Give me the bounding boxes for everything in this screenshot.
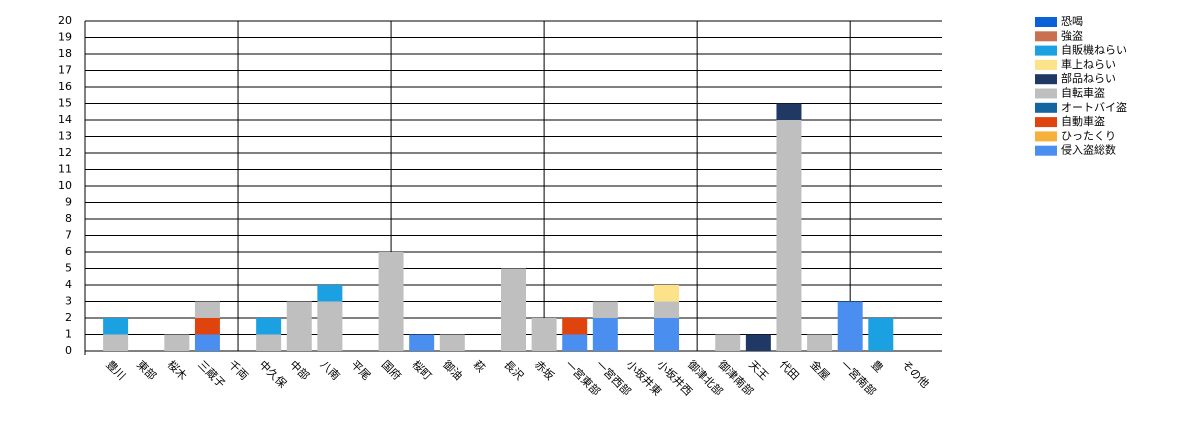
bar-segment bbox=[745, 334, 771, 351]
x-tick-label: その他 bbox=[899, 358, 932, 391]
y-tick-label: 8 bbox=[65, 212, 72, 225]
x-tick-label: 御油 bbox=[440, 357, 465, 382]
x-tick-label: 千両 bbox=[226, 358, 251, 383]
bar-segment bbox=[256, 334, 282, 351]
legend-label: 自動車盗 bbox=[1061, 114, 1105, 128]
legend-swatch bbox=[1035, 74, 1057, 85]
bar-segment bbox=[807, 334, 833, 351]
bar-segment bbox=[868, 318, 894, 351]
legend-swatch bbox=[1035, 88, 1057, 99]
legend-label: 部品ねらい bbox=[1061, 71, 1116, 85]
y-tick-label: 6 bbox=[65, 245, 72, 258]
bar-segment bbox=[256, 318, 282, 335]
y-tick-label: 0 bbox=[65, 344, 72, 357]
x-tick-label: 国府 bbox=[379, 357, 404, 382]
y-tick-label: 10 bbox=[58, 179, 72, 192]
x-tick-label: 萩 bbox=[471, 358, 488, 375]
legend-swatch bbox=[1035, 145, 1057, 156]
bar-segment bbox=[439, 334, 465, 351]
y-tick-label: 16 bbox=[58, 80, 72, 93]
bar-segment bbox=[562, 334, 588, 351]
legend-label: 車上ねらい bbox=[1061, 57, 1116, 71]
legend-swatch bbox=[1035, 117, 1057, 128]
bar-segment bbox=[501, 268, 526, 351]
bar-segment bbox=[378, 252, 404, 351]
bar-segment bbox=[837, 301, 863, 351]
x-tick-label: 豊 bbox=[869, 358, 886, 375]
bar-segment bbox=[317, 301, 343, 351]
legend-label: 恐喝 bbox=[1061, 15, 1083, 28]
x-tick-label: 赤坂 bbox=[532, 358, 557, 383]
y-tick-label: 4 bbox=[65, 278, 72, 291]
y-tick-label: 1 bbox=[65, 328, 72, 341]
bar-segment bbox=[592, 301, 618, 318]
x-tick-label: 三蔵子 bbox=[195, 358, 228, 391]
legend-label: 強盗 bbox=[1061, 29, 1083, 42]
bar-segment bbox=[317, 285, 343, 302]
y-tick-label: 3 bbox=[65, 295, 72, 308]
x-tick-label: 天王 bbox=[746, 358, 771, 383]
legend-swatch bbox=[1035, 31, 1057, 42]
y-tick-label: 17 bbox=[58, 64, 72, 77]
y-tick-label: 11 bbox=[58, 163, 72, 176]
y-tick-label: 14 bbox=[58, 113, 72, 126]
legend-swatch bbox=[1035, 59, 1057, 70]
bar-segment bbox=[776, 120, 802, 351]
y-tick-label: 9 bbox=[65, 196, 72, 209]
legend-label: 自転車盗 bbox=[1061, 86, 1105, 100]
x-tick-label: 長沢 bbox=[501, 357, 526, 382]
bar-segment bbox=[654, 318, 680, 351]
x-tick-label: 代田 bbox=[777, 358, 802, 383]
bar-segment bbox=[164, 334, 190, 351]
x-tick-label: 桜木 bbox=[165, 357, 190, 382]
legend-swatch bbox=[1035, 131, 1057, 142]
legend-swatch bbox=[1035, 17, 1057, 27]
y-tick-label: 20 bbox=[58, 14, 72, 27]
legend-swatch bbox=[1035, 102, 1057, 113]
bar-segment bbox=[776, 103, 802, 120]
bar-segment bbox=[654, 285, 680, 302]
x-tick-label: 東部 bbox=[134, 357, 159, 382]
bar-segment bbox=[194, 318, 220, 335]
x-tick-label: 金屋 bbox=[807, 357, 832, 382]
x-tick-label: 中部 bbox=[287, 357, 312, 382]
y-tick-label: 13 bbox=[58, 130, 72, 143]
y-tick-label: 12 bbox=[58, 146, 72, 159]
bar-segment bbox=[286, 301, 312, 351]
bar-segment bbox=[531, 318, 557, 351]
y-tick-label: 2 bbox=[65, 311, 72, 324]
bar-segment bbox=[562, 318, 588, 335]
y-tick-label: 7 bbox=[65, 229, 72, 242]
legend-label: ひったくり bbox=[1061, 129, 1116, 142]
bar-segment bbox=[592, 318, 618, 351]
y-tick-label: 5 bbox=[65, 262, 72, 275]
x-tick-label: 中久保 bbox=[256, 357, 289, 390]
bar-segment bbox=[654, 301, 680, 318]
legend-swatch bbox=[1035, 45, 1057, 56]
bar-segment bbox=[194, 334, 220, 351]
y-tick-label: 15 bbox=[58, 97, 72, 110]
x-tick-label: 豊川 bbox=[103, 358, 128, 383]
legend-label: オートバイ盗 bbox=[1061, 101, 1127, 114]
bar-segment bbox=[194, 301, 220, 318]
x-tick-label: 八南 bbox=[318, 358, 343, 383]
legend-label: 自販機ねらい bbox=[1061, 43, 1127, 57]
x-tick-label: 桜町 bbox=[409, 357, 434, 382]
bar-segment bbox=[715, 334, 741, 351]
x-tick-label: 平尾 bbox=[348, 358, 373, 383]
bar-segment bbox=[103, 334, 129, 351]
y-tick-label: 19 bbox=[58, 31, 72, 44]
bar-segment bbox=[409, 334, 435, 351]
bar-segment bbox=[103, 318, 129, 335]
y-tick-label: 18 bbox=[58, 47, 72, 60]
legend-label: 侵入盗総数 bbox=[1061, 143, 1116, 157]
